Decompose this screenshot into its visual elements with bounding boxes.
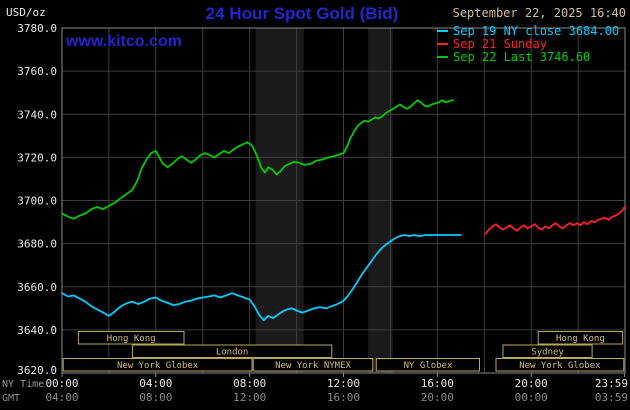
kitco-watermark-link[interactable]: www.kitco.com xyxy=(66,33,182,50)
price-line-sep22 xyxy=(61,99,455,220)
price-line-sep19 xyxy=(61,234,462,322)
x-axis-ny-time-label: 16:00 xyxy=(421,377,454,390)
market-session-label: London xyxy=(216,348,249,358)
market-session-label: NY Globex xyxy=(404,361,453,371)
market-session-box xyxy=(495,358,625,372)
legend-label: Sep 21 Sunday xyxy=(453,36,547,51)
market-session-label: New York Globex xyxy=(519,361,601,371)
market-session-box xyxy=(537,331,624,345)
x-axis-ny-time-label: 00:00 xyxy=(45,377,78,390)
market-session-label: Hong Kong xyxy=(107,334,156,344)
market-session-label: Sydney xyxy=(531,348,564,358)
y-axis-tick-label: 3740.0 xyxy=(17,108,57,121)
y-axis-tick-label: 3680.0 xyxy=(17,238,57,251)
legend-line-swatch-cyan xyxy=(437,29,448,32)
x-axis-ny-time-label: 12:00 xyxy=(327,377,360,390)
legend-item-sep22: Sep 22 Last 3746.60 xyxy=(437,49,619,64)
market-session-box xyxy=(252,358,374,372)
y-axis-units-label: USD/oz xyxy=(6,6,46,19)
x-axis-gmt-time-label: 20:00 xyxy=(421,391,454,404)
y-axis-tick-label: 3620.0 xyxy=(17,364,57,377)
market-session-label: New York NYMEX xyxy=(275,361,351,371)
y-axis-tick-label: 3700.0 xyxy=(17,195,57,208)
x-axis-gmt-time-label: 04:00 xyxy=(45,391,78,404)
legend-item-sep19: Sep 19 NY close 3684.00 xyxy=(437,23,620,38)
y-axis-tick-label: 3780.0 xyxy=(17,22,57,35)
x-axis-gmt-time-label: 12:00 xyxy=(233,391,266,404)
legend-line-swatch-red xyxy=(437,42,448,45)
legend-item-sep21: Sep 21 Sunday xyxy=(437,36,619,51)
ny-time-axis-caption: NY Time xyxy=(2,379,44,390)
market-session-box xyxy=(375,358,480,372)
x-axis-ny-time-label: 08:00 xyxy=(233,377,266,390)
chart-legend: Sep 19 NY close 3684.00 Sep 21 Sunday Se… xyxy=(437,23,620,64)
market-session-box xyxy=(62,358,253,372)
market-session-box xyxy=(131,344,333,358)
x-axis-gmt-time-label: 00:00 xyxy=(515,391,548,404)
page-title: 24 Hour Spot Gold (Bid) xyxy=(205,4,399,23)
x-axis-gmt-time-label: 03:59 xyxy=(595,391,628,404)
legend-label: Sep 22 Last 3746.60 xyxy=(453,49,591,64)
x-axis-ny-time-label: 20:00 xyxy=(515,377,548,390)
gmt-axis-caption: GMT xyxy=(2,393,20,404)
x-axis-ny-time-label: 23:59 xyxy=(595,377,628,390)
market-session-label: New York Globex xyxy=(117,361,199,371)
x-axis-gmt-time-label: 08:00 xyxy=(139,391,172,404)
legend-label: Sep 19 NY close 3684.00 xyxy=(453,23,620,38)
market-session-box xyxy=(77,331,185,345)
y-axis-tick-label: 3720.0 xyxy=(17,151,57,164)
legend-line-swatch-green xyxy=(437,55,448,58)
market-session-box xyxy=(502,344,593,358)
x-axis-ny-time-label: 04:00 xyxy=(139,377,172,390)
y-axis-tick-label: 3640.0 xyxy=(17,324,57,337)
chart-datetime: September 22, 2025 16:40 xyxy=(452,6,626,20)
y-axis-tick-label: 3660.0 xyxy=(17,281,57,294)
price-line-sep21 xyxy=(484,206,626,235)
market-session-label: Hong Kong xyxy=(556,334,605,344)
y-axis-tick-label: 3760.0 xyxy=(17,65,57,78)
x-axis-gmt-time-label: 16:00 xyxy=(327,391,360,404)
